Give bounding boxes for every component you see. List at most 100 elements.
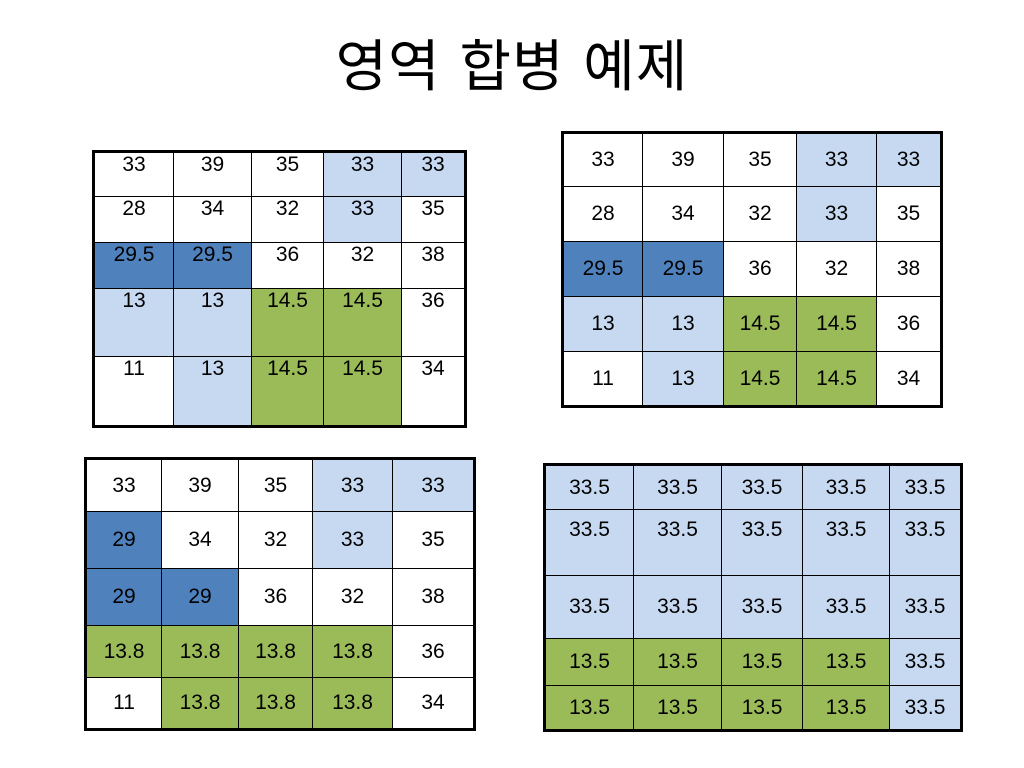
grid-cell: 39 (161, 458, 239, 512)
grid-row: 13.5 13.5 13.5 13.5 33.5 (544, 685, 962, 731)
grid-cell: 13 (642, 296, 724, 352)
grid-cell: 33.5 (889, 509, 962, 576)
grid-cell: 33.5 (721, 575, 803, 639)
grid-cell: 11 (562, 351, 643, 407)
grid-cell: 13.5 (633, 685, 722, 731)
grid-cell: 11 (85, 677, 162, 730)
grid-cell: 14.5 (796, 351, 877, 407)
grid-cell: 33 (312, 458, 393, 512)
grid-cell: 36 (238, 568, 313, 626)
grid-cell: 33.5 (633, 509, 722, 576)
page-title: 영역 합병 예제 (335, 35, 689, 100)
grid-cell: 35 (401, 196, 466, 243)
grid-row: 29.5 29.5 36 32 38 (562, 241, 942, 297)
grid-cell: 35 (723, 132, 797, 187)
grid-cell: 29 (85, 568, 162, 626)
grid-cell: 28 (93, 196, 174, 243)
grid-cell: 13 (173, 288, 252, 357)
grid-cell: 39 (642, 132, 724, 187)
grid-row: 28 34 32 33 35 (562, 186, 942, 242)
grid-cell: 13.5 (633, 638, 722, 686)
grid-cell: 14.5 (323, 356, 402, 427)
grid-cell: 35 (238, 458, 313, 512)
grid-row: 13.8 13.8 13.8 13.8 36 (85, 625, 475, 678)
grid-cell: 36 (392, 625, 475, 678)
grid-cell: 33 (401, 151, 466, 197)
grid-cell: 13.5 (802, 638, 890, 686)
grid-cell: 33.5 (633, 575, 722, 639)
grid-cell: 33.5 (544, 464, 634, 510)
grid-row: 13 13 14.5 14.5 36 (562, 296, 942, 352)
grid-row: 29.5 29.5 36 32 38 (93, 242, 466, 289)
grid-cell: 33 (876, 132, 942, 187)
grid-cell: 34 (401, 356, 466, 427)
grid-cell: 14.5 (723, 296, 797, 352)
grid-cell: 32 (323, 242, 402, 289)
grid-cell: 29.5 (93, 242, 174, 289)
grid-cell: 29.5 (173, 242, 252, 289)
grid-row: 13.5 13.5 13.5 13.5 33.5 (544, 638, 962, 686)
grid-cell: 33 (562, 132, 643, 187)
grid-cell: 33.5 (633, 464, 722, 510)
grid-cell: 35 (251, 151, 324, 197)
grid-cell: 34 (642, 186, 724, 242)
grid-cell: 13.8 (161, 625, 239, 678)
grid-cell: 33 (796, 132, 877, 187)
grid-cell: 32 (723, 186, 797, 242)
grid-cell: 13.5 (721, 638, 803, 686)
grid-cell: 14.5 (723, 351, 797, 407)
grid-cell: 34 (161, 511, 239, 569)
grid-row: 33.5 33.5 33.5 33.5 33.5 (544, 575, 962, 639)
grid-cell: 38 (392, 568, 475, 626)
grid-cell: 33 (312, 511, 393, 569)
grid-cell: 29 (161, 568, 239, 626)
grid-cell: 13.5 (802, 685, 890, 731)
grid-cell: 13.5 (544, 638, 634, 686)
grid-row: 33.5 33.5 33.5 33.5 33.5 (544, 509, 962, 576)
grid-cell: 38 (876, 241, 942, 297)
grid-cell: 35 (392, 511, 475, 569)
grid-cell: 36 (251, 242, 324, 289)
grid-row: 33.5 33.5 33.5 33.5 33.5 (544, 464, 962, 510)
grid-cell: 36 (401, 288, 466, 357)
grid-cell: 33 (323, 151, 402, 197)
grid-table-2: 33 39 35 33 33 28 34 32 33 35 29.5 29.5 … (561, 131, 943, 408)
grid-row: 11 13 14.5 14.5 34 (562, 351, 942, 407)
grid-table-1: 33 39 35 33 33 28 34 32 33 35 29.5 29.5 … (92, 150, 467, 428)
grid-cell: 32 (796, 241, 877, 297)
grid-cell: 13 (562, 296, 643, 352)
grid-cell: 33.5 (889, 575, 962, 639)
grid-cell: 28 (562, 186, 643, 242)
grid-cell: 34 (392, 677, 475, 730)
grid-table-3: 33 39 35 33 33 29 34 32 33 35 29 29 36 3… (84, 457, 476, 731)
grid-cell: 13 (173, 356, 252, 427)
grid-cell: 32 (312, 568, 393, 626)
grid-row: 13 13 14.5 14.5 36 (93, 288, 466, 357)
grid-cell: 13.8 (238, 677, 313, 730)
grid-cell: 14.5 (251, 288, 324, 357)
grid-cell: 38 (401, 242, 466, 289)
grid-cell: 29.5 (642, 241, 724, 297)
grid-table-4: 33.5 33.5 33.5 33.5 33.5 33.5 33.5 33.5 … (543, 463, 963, 732)
grid-row: 11 13 14.5 14.5 34 (93, 356, 466, 427)
grid-cell: 33.5 (544, 509, 634, 576)
grid-cell: 13.5 (721, 685, 803, 731)
grid-cell: 32 (238, 511, 313, 569)
grid-cell: 13.8 (85, 625, 162, 678)
grid-cell: 34 (876, 351, 942, 407)
grid-cell: 13 (93, 288, 174, 357)
grid-cell: 36 (723, 241, 797, 297)
grid-cell: 39 (173, 151, 252, 197)
grid-cell: 33.5 (802, 464, 890, 510)
grid-cell: 33.5 (721, 509, 803, 576)
grid-cell: 33 (323, 196, 402, 243)
grid-cell: 14.5 (251, 356, 324, 427)
grid-cell: 33.5 (802, 509, 890, 576)
grid-cell: 33 (93, 151, 174, 197)
grid-row: 33 39 35 33 33 (562, 132, 942, 187)
grid-cell: 13.8 (312, 677, 393, 730)
grid-cell: 13.8 (161, 677, 239, 730)
grid-cell: 33 (392, 458, 475, 512)
grid-cell: 33.5 (721, 464, 803, 510)
grid-row: 29 29 36 32 38 (85, 568, 475, 626)
